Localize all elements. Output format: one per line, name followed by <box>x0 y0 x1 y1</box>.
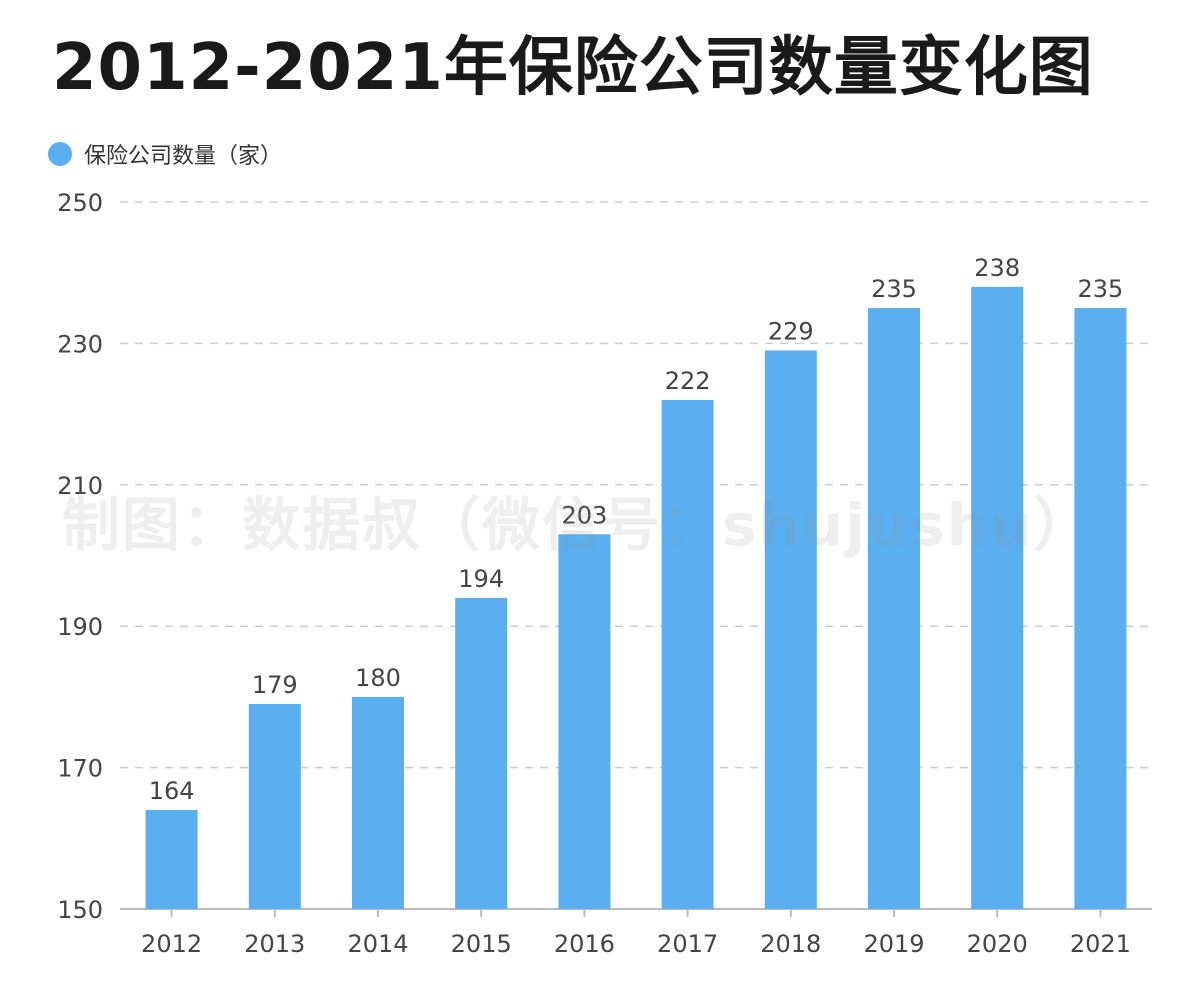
x-tick-label: 2020 <box>967 930 1028 958</box>
data-label: 229 <box>768 317 814 345</box>
chart-title: 2012-2021年保险公司数量变化图 <box>52 31 1094 105</box>
data-label: 222 <box>665 367 711 395</box>
y-tick-label: 170 <box>57 755 103 783</box>
x-tick-label: 2012 <box>141 930 202 958</box>
x-tick-label: 2014 <box>347 930 408 958</box>
y-tick-label: 230 <box>57 330 103 358</box>
x-tick-label: 2017 <box>657 930 718 958</box>
data-label: 235 <box>871 275 917 303</box>
bar <box>1074 308 1127 909</box>
y-tick-label: 210 <box>57 472 103 500</box>
legend-swatch-icon <box>48 142 72 166</box>
data-label: 164 <box>149 777 195 805</box>
data-label: 235 <box>1077 275 1123 303</box>
bar <box>661 399 714 909</box>
bar <box>455 597 508 909</box>
x-tick-label: 2016 <box>554 930 615 958</box>
data-label: 203 <box>561 501 607 529</box>
bar <box>352 696 404 909</box>
y-tick-label: 250 <box>57 189 103 217</box>
bar <box>145 810 198 909</box>
bar <box>558 534 611 909</box>
data-label: 179 <box>252 671 298 699</box>
y-tick-label: 150 <box>57 896 103 924</box>
bar <box>248 703 301 909</box>
bar <box>971 286 1024 910</box>
legend: 保险公司数量（家） <box>48 138 282 170</box>
y-tick-label: 190 <box>57 613 103 641</box>
x-tick-label: 2021 <box>1070 930 1131 958</box>
bar <box>764 350 817 910</box>
x-tick-label: 2019 <box>863 930 924 958</box>
x-tick-label: 2013 <box>244 930 305 958</box>
data-label: 194 <box>458 565 504 593</box>
data-label: 180 <box>355 664 401 692</box>
legend-label: 保险公司数量（家） <box>84 144 283 169</box>
x-tick-label: 2018 <box>760 930 821 958</box>
data-label: 238 <box>974 254 1020 282</box>
x-tick-label: 2015 <box>451 930 512 958</box>
bar <box>868 308 920 909</box>
